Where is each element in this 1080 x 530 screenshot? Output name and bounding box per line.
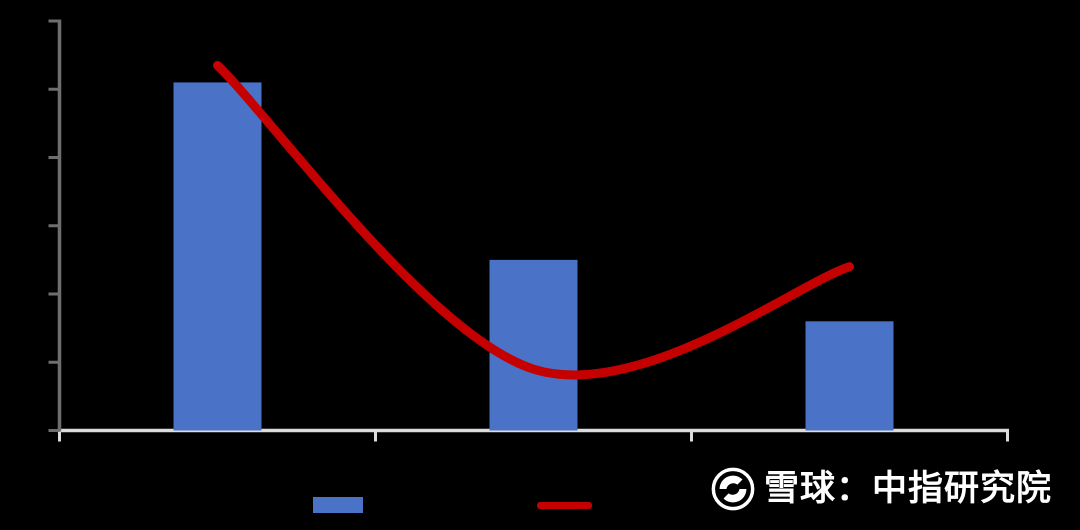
watermark-text: 雪球：中指研究院: [763, 468, 1052, 509]
bar-category-1: [173, 82, 262, 431]
bar-category-3: [805, 321, 894, 431]
xueqiu-snowball-logo-icon: [711, 467, 755, 511]
logo-circle: [711, 467, 755, 511]
watermark: 雪球：中指研究院: [710, 466, 1052, 512]
logo-swoosh-bottom: [723, 489, 747, 503]
bar-category-2: [489, 259, 578, 431]
legend-line-swatch: [537, 502, 592, 509]
logo-swoosh-top: [719, 475, 743, 489]
legend-bar-swatch: [313, 497, 363, 513]
trend-line: [213, 60, 854, 380]
